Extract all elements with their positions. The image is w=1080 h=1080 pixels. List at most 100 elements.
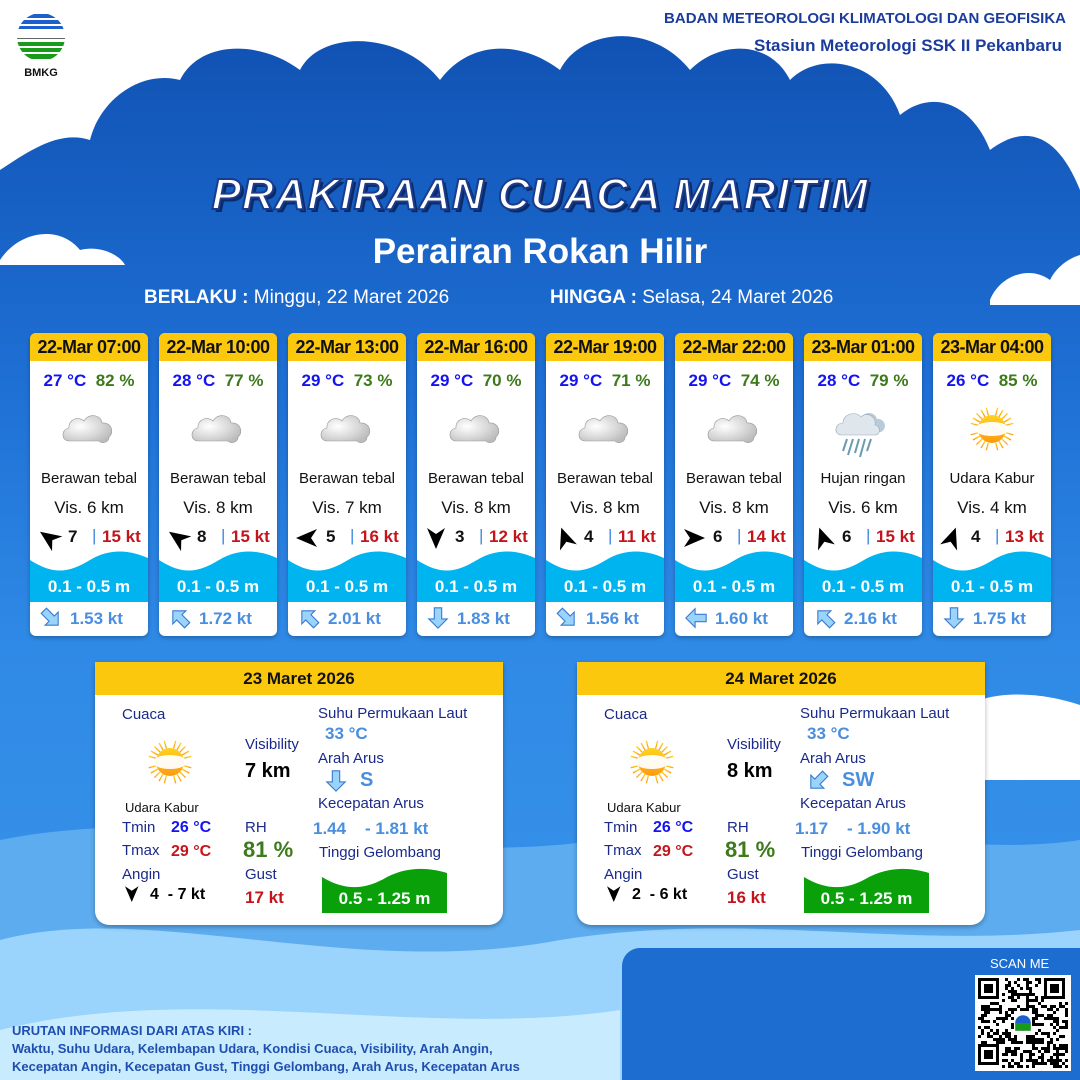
separator: | [221, 526, 226, 545]
card-time: 22-Mar 22:00 [675, 333, 793, 361]
card-humidity: 82 % [95, 371, 135, 390]
gust-value: 17 kt [245, 888, 284, 907]
card-visibility: Vis. 8 km [183, 498, 253, 517]
cloudy-weather-icon [188, 399, 248, 459]
cloudy-weather-icon [446, 399, 506, 459]
forecast-card: 23-Mar 04:00 26 °C 85 % Udara Kabur Vis.… [933, 333, 1051, 636]
visibility-value: 7 km [245, 760, 291, 782]
card-condition: Berawan tebal [41, 470, 137, 487]
card-wind-speed: 8 [197, 527, 207, 546]
sst-label: Suhu Permukaan Laut [800, 705, 950, 722]
wave-graphic [30, 551, 148, 602]
wind-range: 2 - 6 kt [632, 886, 687, 904]
wind-direction-arrow-icon [604, 884, 624, 907]
card-condition: Berawan tebal [170, 470, 266, 487]
card-time: 22-Mar 19:00 [546, 333, 664, 361]
wind-range: 4 - 7 kt [150, 886, 205, 904]
wave-graphic [159, 551, 277, 602]
tmin-value: 26 °C [653, 819, 694, 836]
cloudy-weather-icon [317, 399, 377, 459]
forecast-card: 22-Mar 13:00 29 °C 73 % Berawan tebal Vi… [288, 333, 406, 636]
visibility-label: Visibility [727, 736, 781, 753]
card-time: 22-Mar 16:00 [417, 333, 535, 361]
daily-condition: Udara Kabur [125, 800, 199, 815]
footer-line-2: Kecepatan Angin, Kecepatan Gust, Tinggi … [12, 1059, 520, 1074]
card-condition: Berawan tebal [557, 470, 653, 487]
bmkg-logo: BMKG [14, 12, 68, 79]
current-direction-arrow-icon [323, 769, 349, 798]
tmax-value: 29 °C [653, 843, 694, 860]
card-wind-speed: 4 [971, 527, 981, 546]
wave-graphic [804, 551, 922, 602]
current-direction-label: Arah Arus [800, 750, 866, 767]
wind-max: - 6 kt [649, 886, 688, 903]
cloudy-weather-icon [704, 399, 764, 459]
card-wave-height: 0.1 - 0.5 m [950, 577, 1034, 596]
weather-label: Cuaca [604, 706, 648, 723]
card-wind-speed: 7 [68, 527, 78, 546]
card-gust: 15 kt [876, 527, 915, 546]
card-condition: Berawan tebal [686, 470, 782, 487]
card-humidity: 74 % [740, 371, 780, 390]
sst-label: Suhu Permukaan Laut [318, 705, 468, 722]
card-time: 23-Mar 04:00 [933, 333, 1051, 361]
qr-panel: SCAN ME [622, 948, 1080, 1080]
sst-value: 33 °C [325, 724, 368, 743]
daily-wave-height: 0.5 - 1.25 m [820, 889, 913, 908]
wave-graphic [417, 551, 535, 602]
daily-date: 24 Maret 2026 [577, 662, 985, 695]
wave-graphic [288, 551, 406, 602]
forecast-card: 22-Mar 19:00 29 °C 71 % Berawan tebal Vi… [546, 333, 664, 636]
card-wave-height: 0.1 - 0.5 m [47, 577, 131, 596]
card-current-speed: 1.53 kt [70, 609, 123, 628]
card-humidity: 77 % [224, 371, 264, 390]
logo-text: BMKG [24, 67, 58, 79]
weather-label: Cuaca [122, 706, 166, 723]
agency-name: BADAN METEOROLOGI KLIMATOLOGI DAN GEOFIS… [664, 10, 1066, 27]
separator: | [608, 526, 613, 545]
card-gust: 13 kt [1005, 527, 1044, 546]
card-wave-height: 0.1 - 0.5 m [305, 577, 389, 596]
tmin-value: 26 °C [171, 819, 212, 836]
wave-graphic [804, 868, 929, 913]
card-gust: 14 kt [747, 527, 786, 546]
rh-label: RH [727, 819, 749, 836]
card-condition: Berawan tebal [299, 470, 395, 487]
tmin-label: Tmin [604, 819, 638, 836]
rh-label: RH [245, 819, 267, 836]
card-current-speed: 1.56 kt [586, 609, 639, 628]
card-gust: 16 kt [360, 527, 399, 546]
card-gust: 15 kt [231, 527, 270, 546]
tmax-label: Tmax [122, 842, 160, 859]
qr-code[interactable] [975, 975, 1071, 1071]
card-visibility: Vis. 8 km [699, 498, 769, 517]
footer-info: URUTAN INFORMASI DARI ATAS KIRI : Waktu,… [12, 1022, 520, 1076]
card-time: 22-Mar 07:00 [30, 333, 148, 361]
card-gust: 12 kt [489, 527, 528, 546]
card-time: 22-Mar 10:00 [159, 333, 277, 361]
valid-from-value: Minggu, 22 Maret 2026 [253, 287, 450, 308]
separator: | [866, 526, 871, 545]
card-temperature: 28 °C [172, 371, 216, 390]
visibility-label: Visibility [245, 736, 299, 753]
card-visibility: Vis. 8 km [441, 498, 511, 517]
wind-label: Angin [122, 866, 161, 883]
daily-wave-height: 0.5 - 1.25 m [338, 889, 431, 908]
footer-line-1: Waktu, Suhu Udara, Kelembapan Udara, Kon… [12, 1041, 493, 1056]
card-wave-height: 0.1 - 0.5 m [434, 577, 518, 596]
cloudy-weather-icon [575, 399, 635, 459]
footer-heading: URUTAN INFORMASI DARI ATAS KIRI : [12, 1023, 252, 1038]
valid-to: HINGGA : Selasa, 24 Maret 2026 [550, 287, 833, 309]
daily-summary-panel: 24 Maret 2026 Cuaca Udara Kabur Tmin 26 … [577, 662, 985, 925]
wind-direction-arrow-icon [122, 884, 142, 907]
card-temperature: 28 °C [817, 371, 861, 390]
haze-weather-icon [622, 732, 682, 797]
forecast-card: 22-Mar 10:00 28 °C 77 % Berawan tebal Vi… [159, 333, 277, 636]
current-speed-range: 1.44 - 1.81 kt [313, 819, 428, 839]
wave-graphic [546, 551, 664, 602]
card-temperature: 29 °C [559, 371, 603, 390]
separator: | [479, 526, 484, 545]
current-min: 1.44 [313, 819, 347, 838]
forecast-card: 23-Mar 01:00 28 °C 79 % Hujan ringan Vis… [804, 333, 922, 636]
